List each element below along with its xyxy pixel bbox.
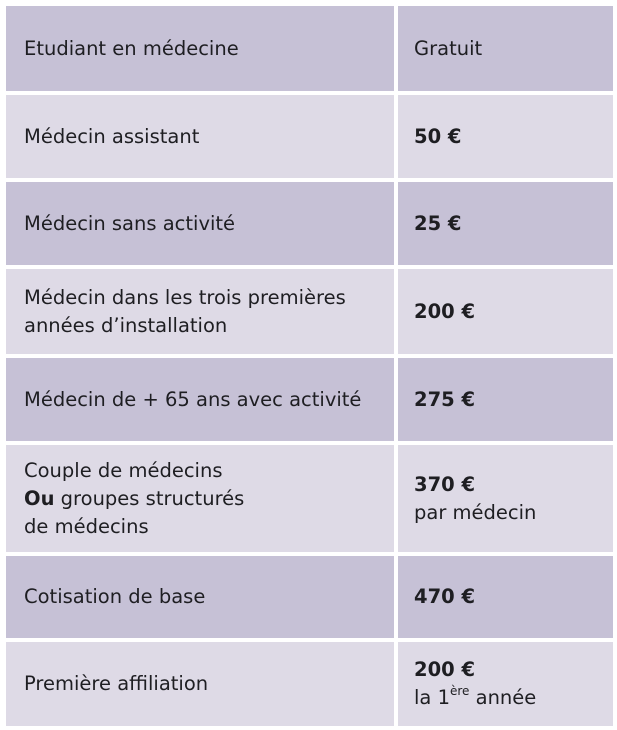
category-cell: Cotisation de base: [6, 556, 394, 638]
price-cell: 470 €: [398, 556, 613, 638]
category-label: Médecin de + 65 ans avec activité: [24, 387, 362, 411]
category-label: de médecins: [24, 514, 149, 538]
table-row: Couple de médecins Ou groupes structurés…: [6, 445, 613, 552]
membership-fee-table: Etudiant en médecine Gratuit Médecin ass…: [6, 6, 613, 730]
price-cell: 370 € par médecin: [398, 445, 613, 552]
table-row: Médecin sans activité 25 €: [6, 182, 613, 265]
price-cell: 275 €: [398, 358, 613, 441]
price-cell: 50 €: [398, 95, 613, 178]
price-note-suffix: année: [469, 686, 537, 709]
price-note: par médecin: [414, 500, 537, 524]
table-row: Cotisation de base 470 €: [6, 556, 613, 638]
category-label: Médecin assistant: [24, 124, 200, 148]
category-label: Médecin dans les trois premières: [24, 285, 346, 309]
price-value: Gratuit: [414, 36, 483, 60]
table-row: Médecin assistant 50 €: [6, 95, 613, 178]
price-value: 470 €: [414, 585, 476, 608]
price-note: la 1ère année: [414, 684, 613, 712]
category-emphasis: Ou: [24, 486, 55, 510]
price-note-prefix: la 1: [414, 686, 450, 709]
category-cell: Médecin sans activité: [6, 182, 394, 265]
category-cell: Médecin dans les trois premières années …: [6, 269, 394, 354]
category-label: Médecin sans activité: [24, 211, 236, 235]
table-row: Etudiant en médecine Gratuit: [6, 6, 613, 91]
category-cell: Couple de médecins Ou groupes structurés…: [6, 445, 394, 552]
price-value: 50 €: [414, 124, 462, 148]
category-label-rest: groupes structurés: [54, 486, 245, 510]
category-cell: Etudiant en médecine: [6, 6, 394, 91]
category-label: Cotisation de base: [24, 585, 206, 608]
table-row: Médecin dans les trois premières années …: [6, 269, 613, 354]
price-cell: 200 € la 1ère année: [398, 642, 613, 726]
category-label: Première affiliation: [24, 672, 209, 695]
price-value: 200 €: [414, 299, 476, 323]
category-cell: Première affiliation: [6, 642, 394, 726]
price-cell: 200 €: [398, 269, 613, 354]
price-cell: Gratuit: [398, 6, 613, 91]
category-cell: Médecin de + 65 ans avec activité: [6, 358, 394, 441]
table-row: Première affiliation 200 € la 1ère année: [6, 642, 613, 726]
category-cell: Médecin assistant: [6, 95, 394, 178]
category-label: Ou groupes structurés: [24, 485, 394, 513]
category-label: Etudiant en médecine: [24, 36, 239, 60]
category-label: Couple de médecins: [24, 458, 223, 482]
price-value: 25 €: [414, 211, 462, 235]
price-value: 200 €: [414, 658, 476, 681]
price-note-superscript: ère: [449, 683, 470, 698]
category-label: années d’installation: [24, 313, 228, 337]
table-row: Médecin de + 65 ans avec activité 275 €: [6, 358, 613, 441]
price-value: 370 €: [414, 472, 476, 496]
price-cell: 25 €: [398, 182, 613, 265]
price-value: 275 €: [414, 387, 476, 411]
